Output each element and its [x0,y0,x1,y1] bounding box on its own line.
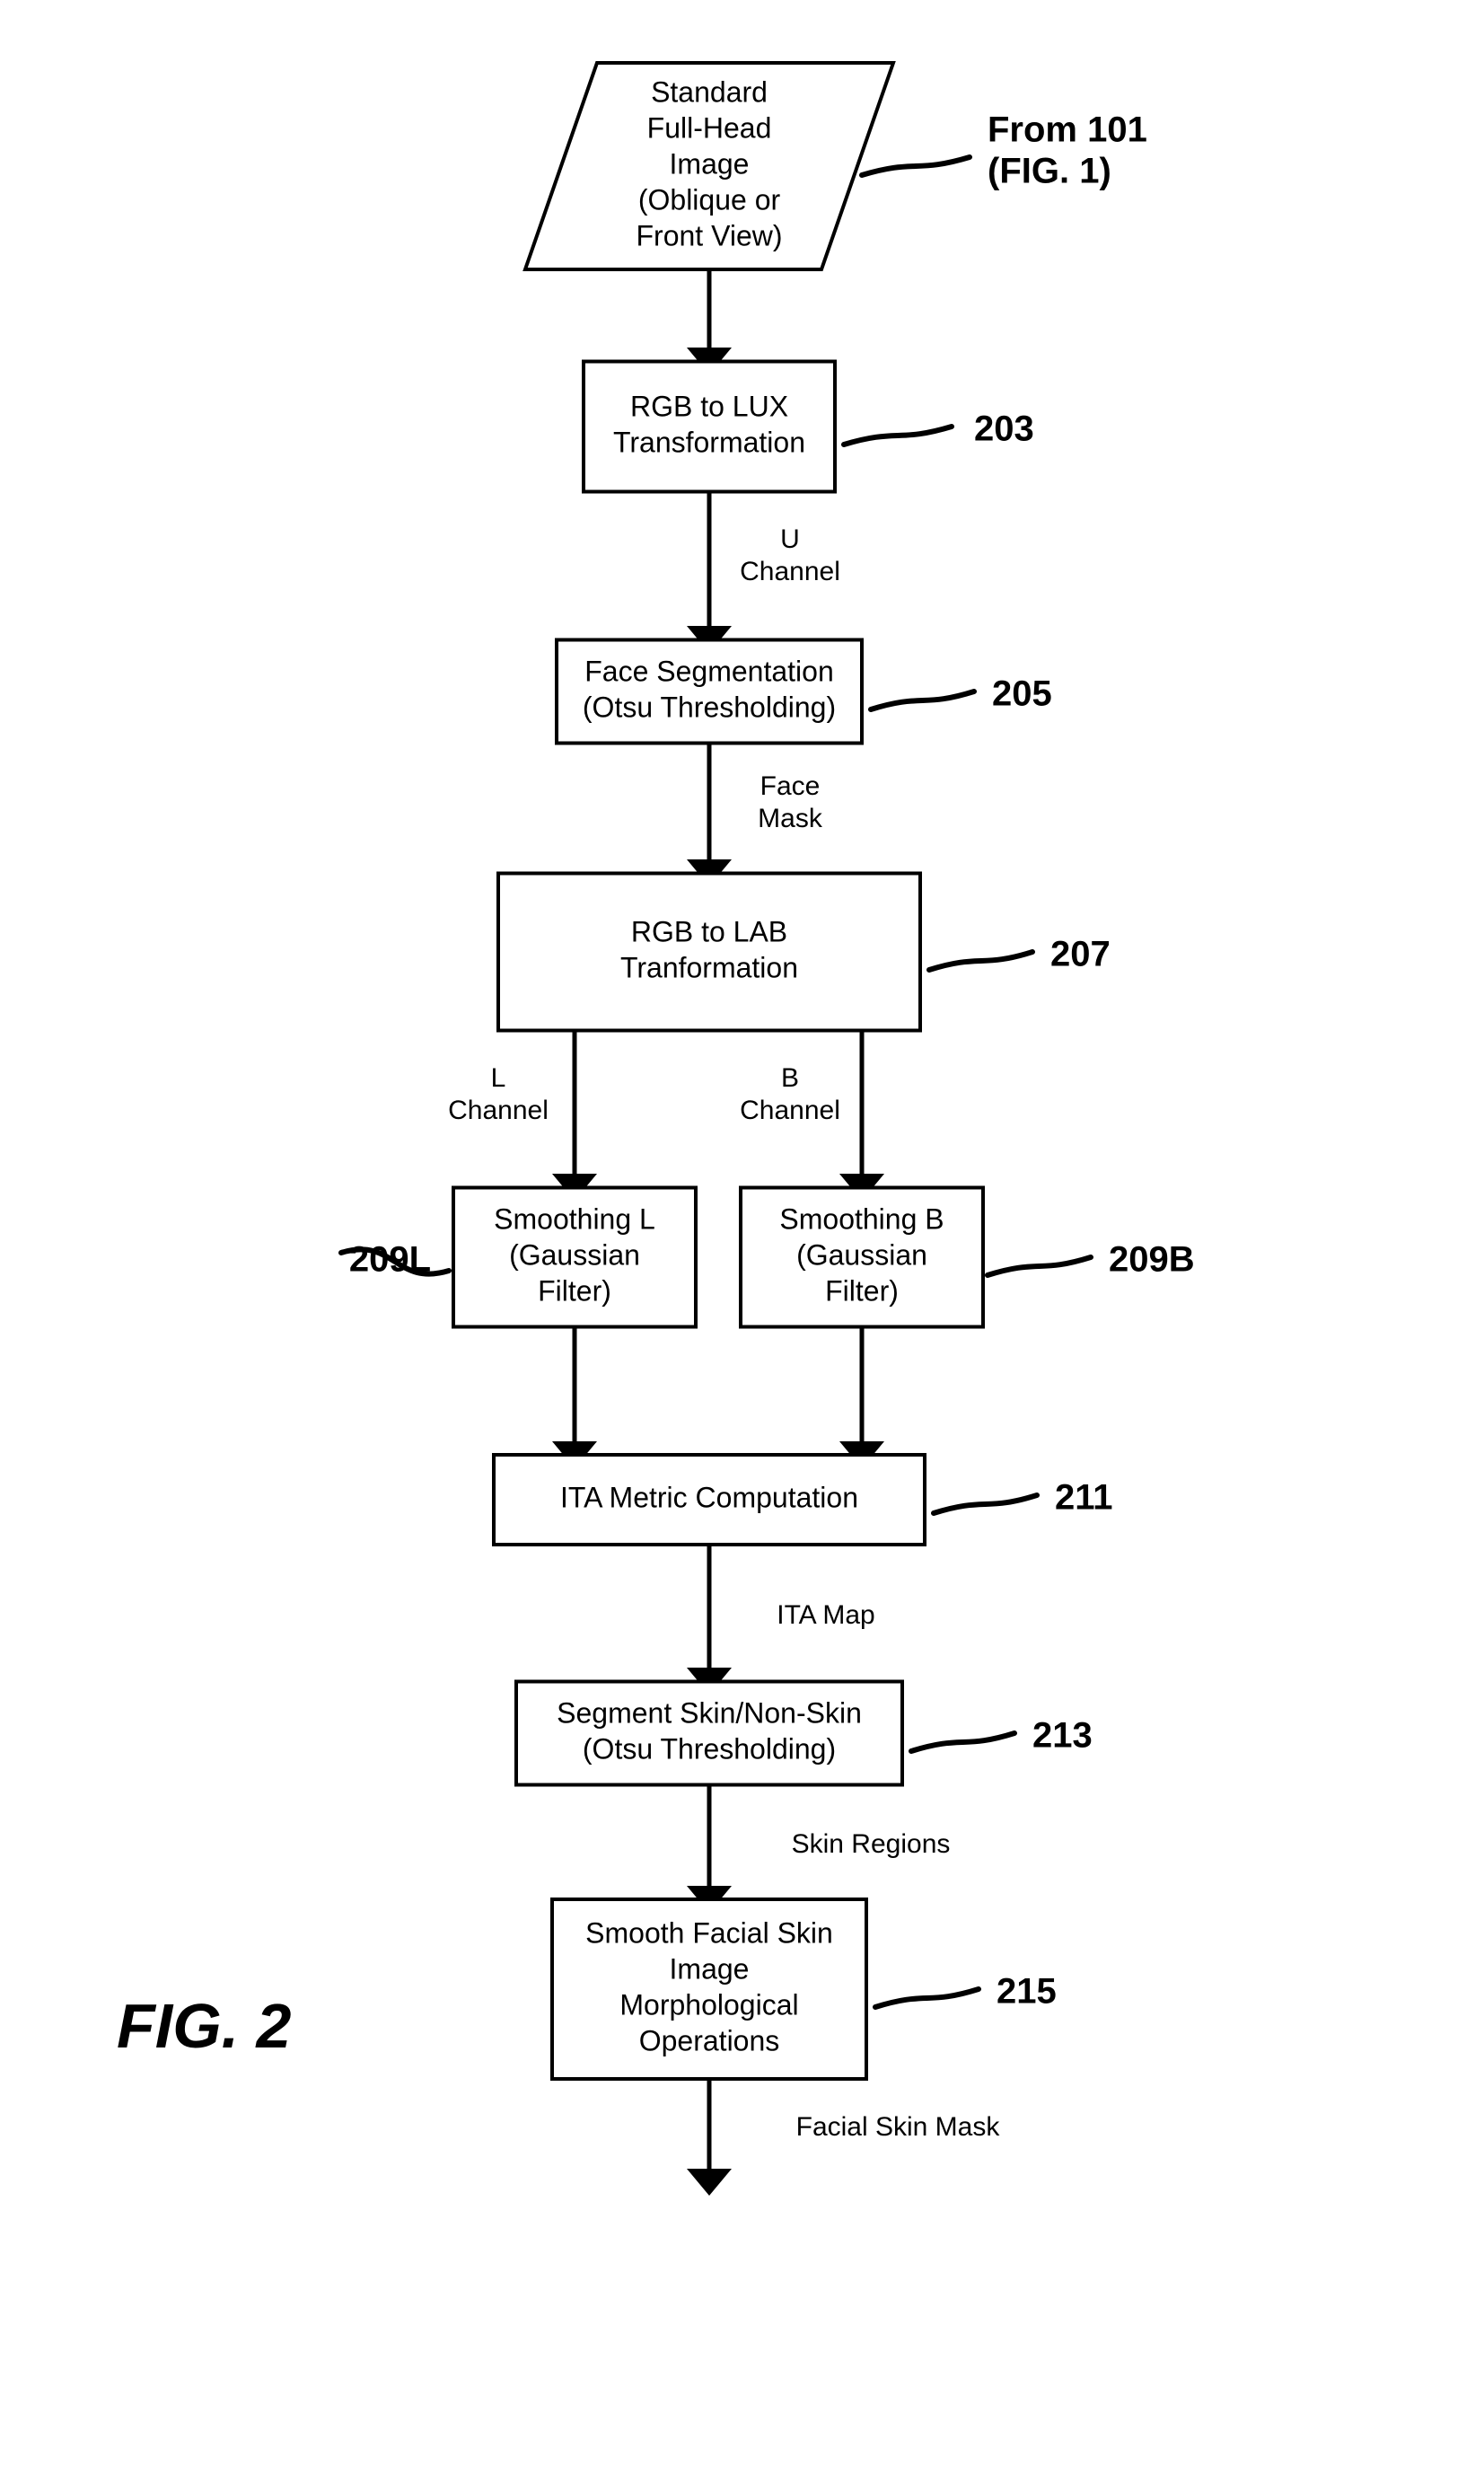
ref-r211: 211 [934,1478,1113,1518]
edge-1: U Channel [709,492,840,639]
svg-text:Transformation: Transformation [613,426,805,458]
svg-text:Smooth Facial Skin: Smooth Facial Skin [585,1916,833,1949]
svg-text:Face Segmentation: Face Segmentation [584,655,834,687]
svg-text:ITA Metric Computation: ITA Metric Computation [560,1481,858,1513]
svg-text:(FIG. 1): (FIG. 1) [988,152,1111,191]
svg-text:203: 203 [974,409,1034,449]
edge-9: Facial Skin Mask [709,2079,1000,2182]
ref-r209L: 209L [341,1240,449,1280]
node-n215: Smooth Facial SkinImageMorphologicalOper… [552,1899,866,2079]
svg-text:(Otsu Thresholding): (Otsu Thresholding) [583,1732,836,1765]
ref-r101: From 101(FIG. 1) [862,110,1147,191]
svg-text:Mask: Mask [758,804,823,833]
svg-text:(Gaussian: (Gaussian [509,1238,640,1271]
edge-4: B Channel [740,1031,862,1187]
node-n203: RGB to LUX Transformation [584,362,835,492]
edge-8: Skin Regions [709,1785,950,1899]
svg-text:Image: Image [670,147,750,180]
svg-text:209B: 209B [1109,1240,1195,1280]
svg-text:Channel: Channel [740,1096,840,1125]
svg-text:From 101: From 101 [988,110,1147,150]
svg-text:213: 213 [1032,1716,1093,1756]
figure-label-layer: FIG. 2 [117,1991,292,2061]
ref-r205: 205 [871,674,1052,714]
svg-text:Standard: Standard [651,75,768,108]
svg-text:Full-Head: Full-Head [647,111,772,144]
svg-text:RGB to LUX: RGB to LUX [630,390,788,422]
svg-text:Skin Regions: Skin Regions [792,1829,951,1859]
svg-text:(Otsu Thresholding): (Otsu Thresholding) [583,691,836,723]
svg-text:Face: Face [760,771,821,801]
svg-text:ITA Map: ITA Map [777,1600,874,1630]
ref-r209B: 209B [988,1240,1195,1280]
svg-text:Morphological: Morphological [619,1988,798,2021]
ref-r215: 215 [875,1972,1057,2012]
svg-text:Tranformation: Tranformation [620,951,798,983]
svg-text:U: U [780,524,800,554]
svg-text:211: 211 [1055,1478,1113,1518]
svg-text:205: 205 [992,674,1052,714]
node-n207: RGB to LAB Tranformation [498,874,920,1031]
svg-text:207: 207 [1050,935,1111,974]
svg-text:L: L [491,1063,506,1093]
svg-text:209L: 209L [349,1240,431,1280]
edge-3: L Channel [448,1031,575,1187]
svg-text:215: 215 [997,1972,1057,2012]
svg-text:Channel: Channel [740,557,840,586]
svg-text:Facial Skin Mask: Facial Skin Mask [796,2112,1001,2142]
svg-text:B: B [781,1063,799,1093]
svg-text:Image: Image [670,1952,750,1985]
node-n213: Segment Skin/Non-Skin(Otsu Thresholding) [516,1682,902,1785]
svg-text:Smoothing L: Smoothing L [494,1202,655,1235]
node-n101: StandardFull-HeadImage(Oblique orFront V… [525,63,893,269]
node-n209B: Smoothing B(GaussianFilter) [741,1188,983,1327]
nodes-layer: StandardFull-HeadImage(Oblique orFront V… [453,63,983,2079]
svg-text:(Oblique or: (Oblique or [638,183,781,216]
node-n205: Face Segmentation (Otsu Thresholding) [557,640,862,744]
svg-text:Smoothing B: Smoothing B [779,1202,944,1235]
flowchart-figure: U Channel Face Mask L Channel B Channel ITA Map S… [0,0,1484,2492]
svg-text:RGB to LAB: RGB to LAB [631,915,787,947]
svg-text:Front View): Front View) [636,219,782,251]
svg-text:(Gaussian: (Gaussian [796,1238,927,1271]
ref-r203: 203 [844,409,1034,449]
svg-text:Filter): Filter) [825,1274,899,1307]
edge-2: Face Mask [709,744,823,873]
svg-text:Segment Skin/Non-Skin: Segment Skin/Non-Skin [557,1696,862,1729]
edge-7: ITA Map [709,1545,875,1681]
svg-text:Channel: Channel [448,1096,549,1125]
svg-text:Operations: Operations [639,2024,780,2056]
ref-r207: 207 [929,935,1111,974]
ref-r213: 213 [911,1716,1093,1756]
figure-label: FIG. 2 [117,1991,292,2061]
svg-text:Filter): Filter) [538,1274,611,1307]
node-n209L: Smoothing L(GaussianFilter) [453,1188,696,1327]
node-n211: ITA Metric Computation [494,1455,925,1545]
